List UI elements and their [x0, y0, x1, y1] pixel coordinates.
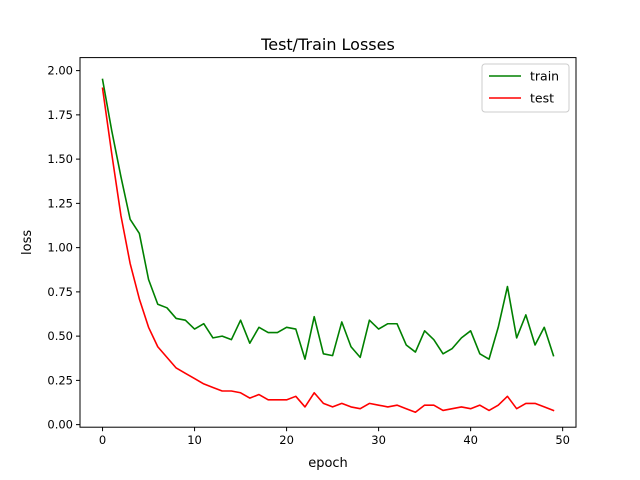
- y-tick-label: 1.00: [47, 241, 73, 255]
- x-tick-label: 0: [99, 433, 106, 447]
- plot-frame: [79, 57, 577, 428]
- y-tick-label: 2.00: [47, 64, 73, 78]
- y-tick-label: 0.75: [47, 285, 73, 299]
- legend-label-train: train: [530, 69, 559, 84]
- x-axis: 0 10 20 30 40 50: [99, 427, 570, 447]
- x-axis-label: epoch: [308, 456, 348, 471]
- series-line-test: [101, 87, 555, 414]
- x-tick-label: 50: [555, 433, 570, 447]
- y-tick-label: 1.75: [47, 108, 73, 122]
- legend: train test: [481, 63, 570, 113]
- plot-lines: [101, 78, 555, 414]
- y-tick-label: 1.25: [47, 196, 73, 210]
- y-tick-label: 0.50: [47, 329, 73, 343]
- y-tick-label: 0.00: [47, 418, 73, 432]
- x-tick-label: 30: [371, 433, 386, 447]
- y-tick-label: 1.50: [47, 152, 73, 166]
- x-tick-label: 20: [279, 433, 294, 447]
- y-axis-label: loss: [20, 230, 35, 255]
- y-tick-label: 0.25: [47, 373, 73, 387]
- chart-title: Test/Train Losses: [260, 35, 395, 54]
- series-line-train: [101, 78, 555, 360]
- x-tick-label: 10: [187, 433, 202, 447]
- x-tick-label: 40: [463, 433, 478, 447]
- legend-label-test: test: [530, 91, 554, 106]
- y-axis: 0.00 0.25 0.50 0.75 1.00 1.25 1.50 1.75 2.00: [47, 64, 80, 432]
